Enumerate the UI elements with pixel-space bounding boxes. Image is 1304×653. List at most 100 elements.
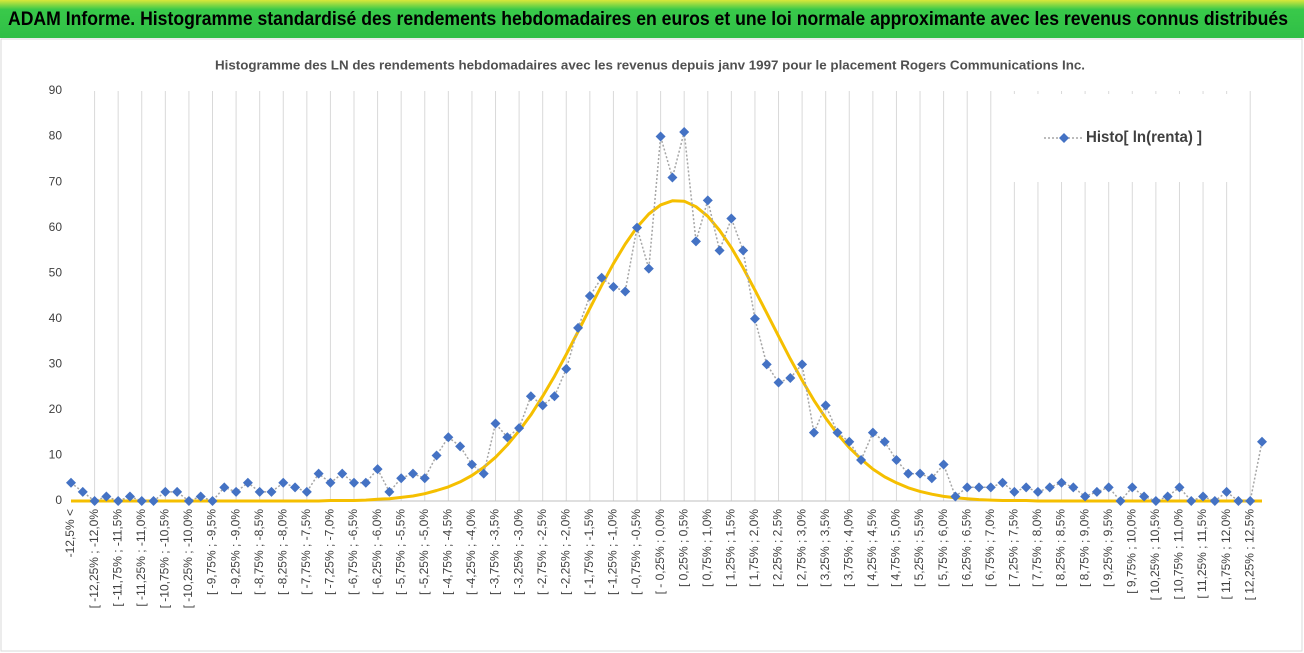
data-point [608, 281, 619, 292]
data-point [101, 491, 112, 502]
data-point [443, 432, 454, 443]
x-tick-label: [ 2,25% ; 2,5% [771, 509, 785, 587]
data-point [962, 482, 973, 493]
data-point [926, 473, 937, 484]
data-point [973, 482, 984, 493]
data-point [938, 459, 949, 470]
data-point [844, 436, 855, 447]
data-point [1257, 436, 1267, 447]
data-point [77, 486, 88, 497]
x-tick-label: -12,5% < [63, 509, 77, 557]
data-point [797, 359, 808, 370]
data-point [455, 441, 466, 452]
normal-curve [71, 199, 1262, 503]
data-point [915, 468, 926, 479]
x-tick-label: [ -7,25% ; -7,0% [323, 509, 337, 595]
x-tick-label: [ -4,25% ; -4,0% [464, 509, 478, 595]
data-point [702, 195, 713, 206]
data-point [1068, 482, 1079, 493]
data-point [1103, 482, 1114, 493]
x-tick-label: [ -6,75% ; -6,5% [346, 509, 360, 595]
data-point [1245, 496, 1256, 506]
data-point [183, 496, 194, 506]
data-point [655, 131, 666, 142]
data-point [254, 486, 265, 497]
data-point [195, 491, 206, 502]
data-point [490, 418, 501, 429]
data-point [1198, 491, 1209, 502]
data-point [667, 172, 678, 183]
x-tick-label: [ -11,25% ; -11,0% [134, 509, 148, 607]
y-tick-label: 60 [49, 220, 63, 234]
data-point [985, 482, 996, 493]
data-point [148, 496, 159, 506]
x-tick-label: [ 1,25% ; 1,5% [724, 509, 738, 587]
data-point [867, 427, 878, 438]
x-tick-label: [ 8,25% ; 8,5% [1054, 509, 1068, 587]
data-point [785, 373, 796, 383]
data-point [714, 245, 725, 256]
x-tick-label: [ 0,25% ; 0,5% [676, 509, 690, 587]
data-point [514, 423, 525, 434]
x-tick-label: [ -12,25% ; -12,0% [87, 509, 101, 609]
data-point [1044, 482, 1055, 493]
data-point [124, 491, 135, 502]
x-tick-label: [ 10,75% ; 11,0% [1172, 509, 1186, 600]
x-tick-label: [ 5,25% ; 5,5% [912, 509, 926, 587]
data-point [596, 272, 607, 283]
x-tick-label: [ -0,75% ; -0,5% [629, 509, 643, 595]
data-point [1091, 486, 1102, 497]
data-point [1127, 482, 1138, 493]
data-point [632, 222, 643, 233]
data-point [384, 486, 395, 497]
data-point [207, 496, 218, 506]
data-point [820, 400, 831, 411]
x-tick-label: [ -10,25% ; -10,0% [181, 509, 195, 609]
x-tick-label: [ -5,75% ; -5,5% [393, 509, 407, 595]
data-point [242, 477, 253, 488]
data-point [690, 236, 701, 247]
x-tick-label: [ 9,75% ; 10,0% [1124, 509, 1138, 594]
y-tick-label: 20 [49, 402, 63, 416]
data-point [1174, 482, 1185, 493]
data-point [325, 477, 336, 488]
data-point [407, 468, 418, 479]
x-tick-label: [ -11,75% ; -11,5% [110, 509, 124, 607]
x-tick-label: [ -3,75% ; -3,5% [488, 509, 502, 595]
x-tick-label: [ -9,75% ; -9,5% [205, 509, 219, 595]
data-point [349, 477, 360, 488]
data-point [891, 455, 902, 465]
data-point [856, 455, 867, 465]
x-tick-label: [ 6,75% ; 7,0% [983, 509, 997, 587]
data-point [172, 486, 183, 497]
x-tick-label: [ 7,25% ; 7,5% [1007, 509, 1021, 587]
x-tick-label: [ -7,75% ; -7,5% [299, 509, 313, 595]
data-point [478, 468, 489, 479]
y-tick-label: 50 [49, 265, 63, 279]
x-tick-label: [ -6,25% ; -6,0% [370, 509, 384, 595]
data-point [997, 477, 1008, 488]
x-tick-label: [ -9,25% ; -9,0% [228, 509, 242, 595]
data-point [231, 486, 242, 497]
data-point [549, 391, 560, 402]
data-point [89, 496, 100, 506]
x-tick-label: [ 11,25% ; 11,5% [1195, 509, 1209, 599]
y-tick-label: 0 [55, 493, 62, 507]
data-point [537, 400, 548, 411]
x-tick-label: [ 4,25% ; 4,5% [865, 509, 879, 587]
data-point [290, 482, 301, 493]
x-tick-label: [ 9,25% ; 9,5% [1101, 509, 1115, 587]
data-point [1221, 486, 1232, 497]
x-tick-label: [ -10,75% ; -10,5% [158, 509, 172, 609]
data-point [136, 496, 147, 506]
x-tick-label: [ 8,75% ; 9,0% [1077, 509, 1091, 587]
x-tick-label: [ -8,25% ; -8,0% [275, 509, 289, 595]
y-tick-label: 40 [49, 311, 63, 325]
data-point [620, 286, 631, 297]
data-point [313, 468, 324, 479]
x-tick-label: [ 10,25% ; 10,5% [1148, 509, 1162, 601]
data-point [278, 477, 289, 488]
data-point [1115, 496, 1126, 506]
data-point [301, 486, 312, 497]
data-point [903, 468, 914, 479]
